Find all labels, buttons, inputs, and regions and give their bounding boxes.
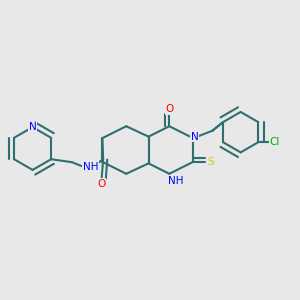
Text: NH: NH	[167, 176, 183, 186]
Text: Cl: Cl	[270, 137, 280, 147]
Text: O: O	[98, 179, 106, 189]
Text: O: O	[165, 104, 173, 114]
Text: S: S	[208, 157, 214, 167]
Text: NH: NH	[82, 162, 98, 172]
Text: N: N	[29, 122, 37, 132]
Text: N: N	[191, 132, 199, 142]
